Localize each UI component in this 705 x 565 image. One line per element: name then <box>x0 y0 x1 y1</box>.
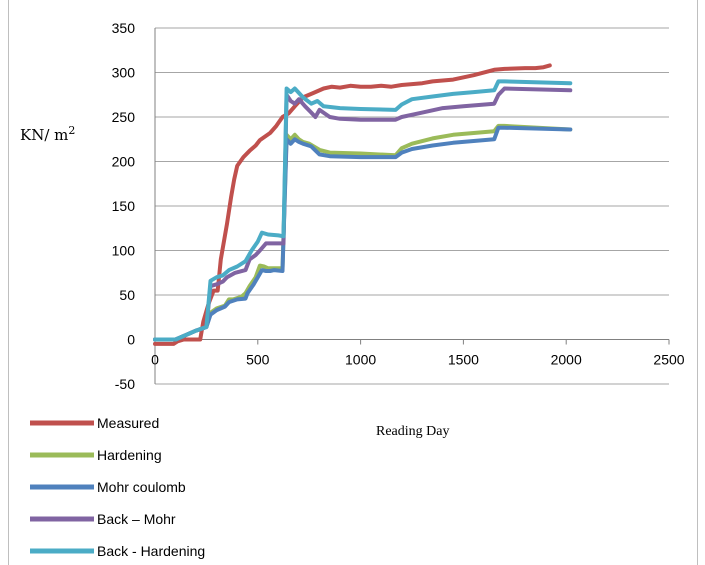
series-line-4 <box>153 86 573 342</box>
x-tick-label: 500 <box>246 352 270 368</box>
series-lines <box>153 63 573 346</box>
y-tick-label: 350 <box>112 20 136 36</box>
y-tick-label: 300 <box>112 65 136 81</box>
y-tick-label: 250 <box>112 109 136 125</box>
legend-label: Mohr coulomb <box>97 479 186 495</box>
y-tick-label: 150 <box>112 198 136 214</box>
y-tick-label: 200 <box>112 154 136 170</box>
x-tick-label: 1500 <box>448 352 479 368</box>
y-tick-label: 0 <box>127 332 135 348</box>
x-tick-labels: 0 500 1000 1500 2000 2500 <box>151 352 685 368</box>
y-tick-label: 50 <box>119 287 135 303</box>
legend-label: Back - Hardening <box>97 543 205 559</box>
legend-label: Measured <box>97 415 159 431</box>
y-tick-label: 100 <box>112 243 136 259</box>
x-tick-label: 2000 <box>551 352 582 368</box>
y-axis-label: KN/ m2 <box>20 124 75 144</box>
series-line-5 <box>153 79 573 342</box>
x-axis-label: Reading Day <box>376 424 449 439</box>
x-tick-label: 0 <box>151 352 159 368</box>
legend: Measured Hardening Mohr coulomb Back – Mohr… <box>30 415 205 559</box>
grid-lines <box>154 27 670 385</box>
x-tick-label: 1000 <box>345 352 376 368</box>
chart-frame <box>8 0 698 565</box>
y-tick-labels: -50 0 50 100 150 200 250 300 350 <box>112 20 136 392</box>
legend-label: Back – Mohr <box>97 511 176 527</box>
y-tick-label: -50 <box>115 376 135 392</box>
x-tick-label: 2500 <box>653 352 684 368</box>
legend-label: Hardening <box>97 447 162 463</box>
series-line-3 <box>153 125 573 342</box>
